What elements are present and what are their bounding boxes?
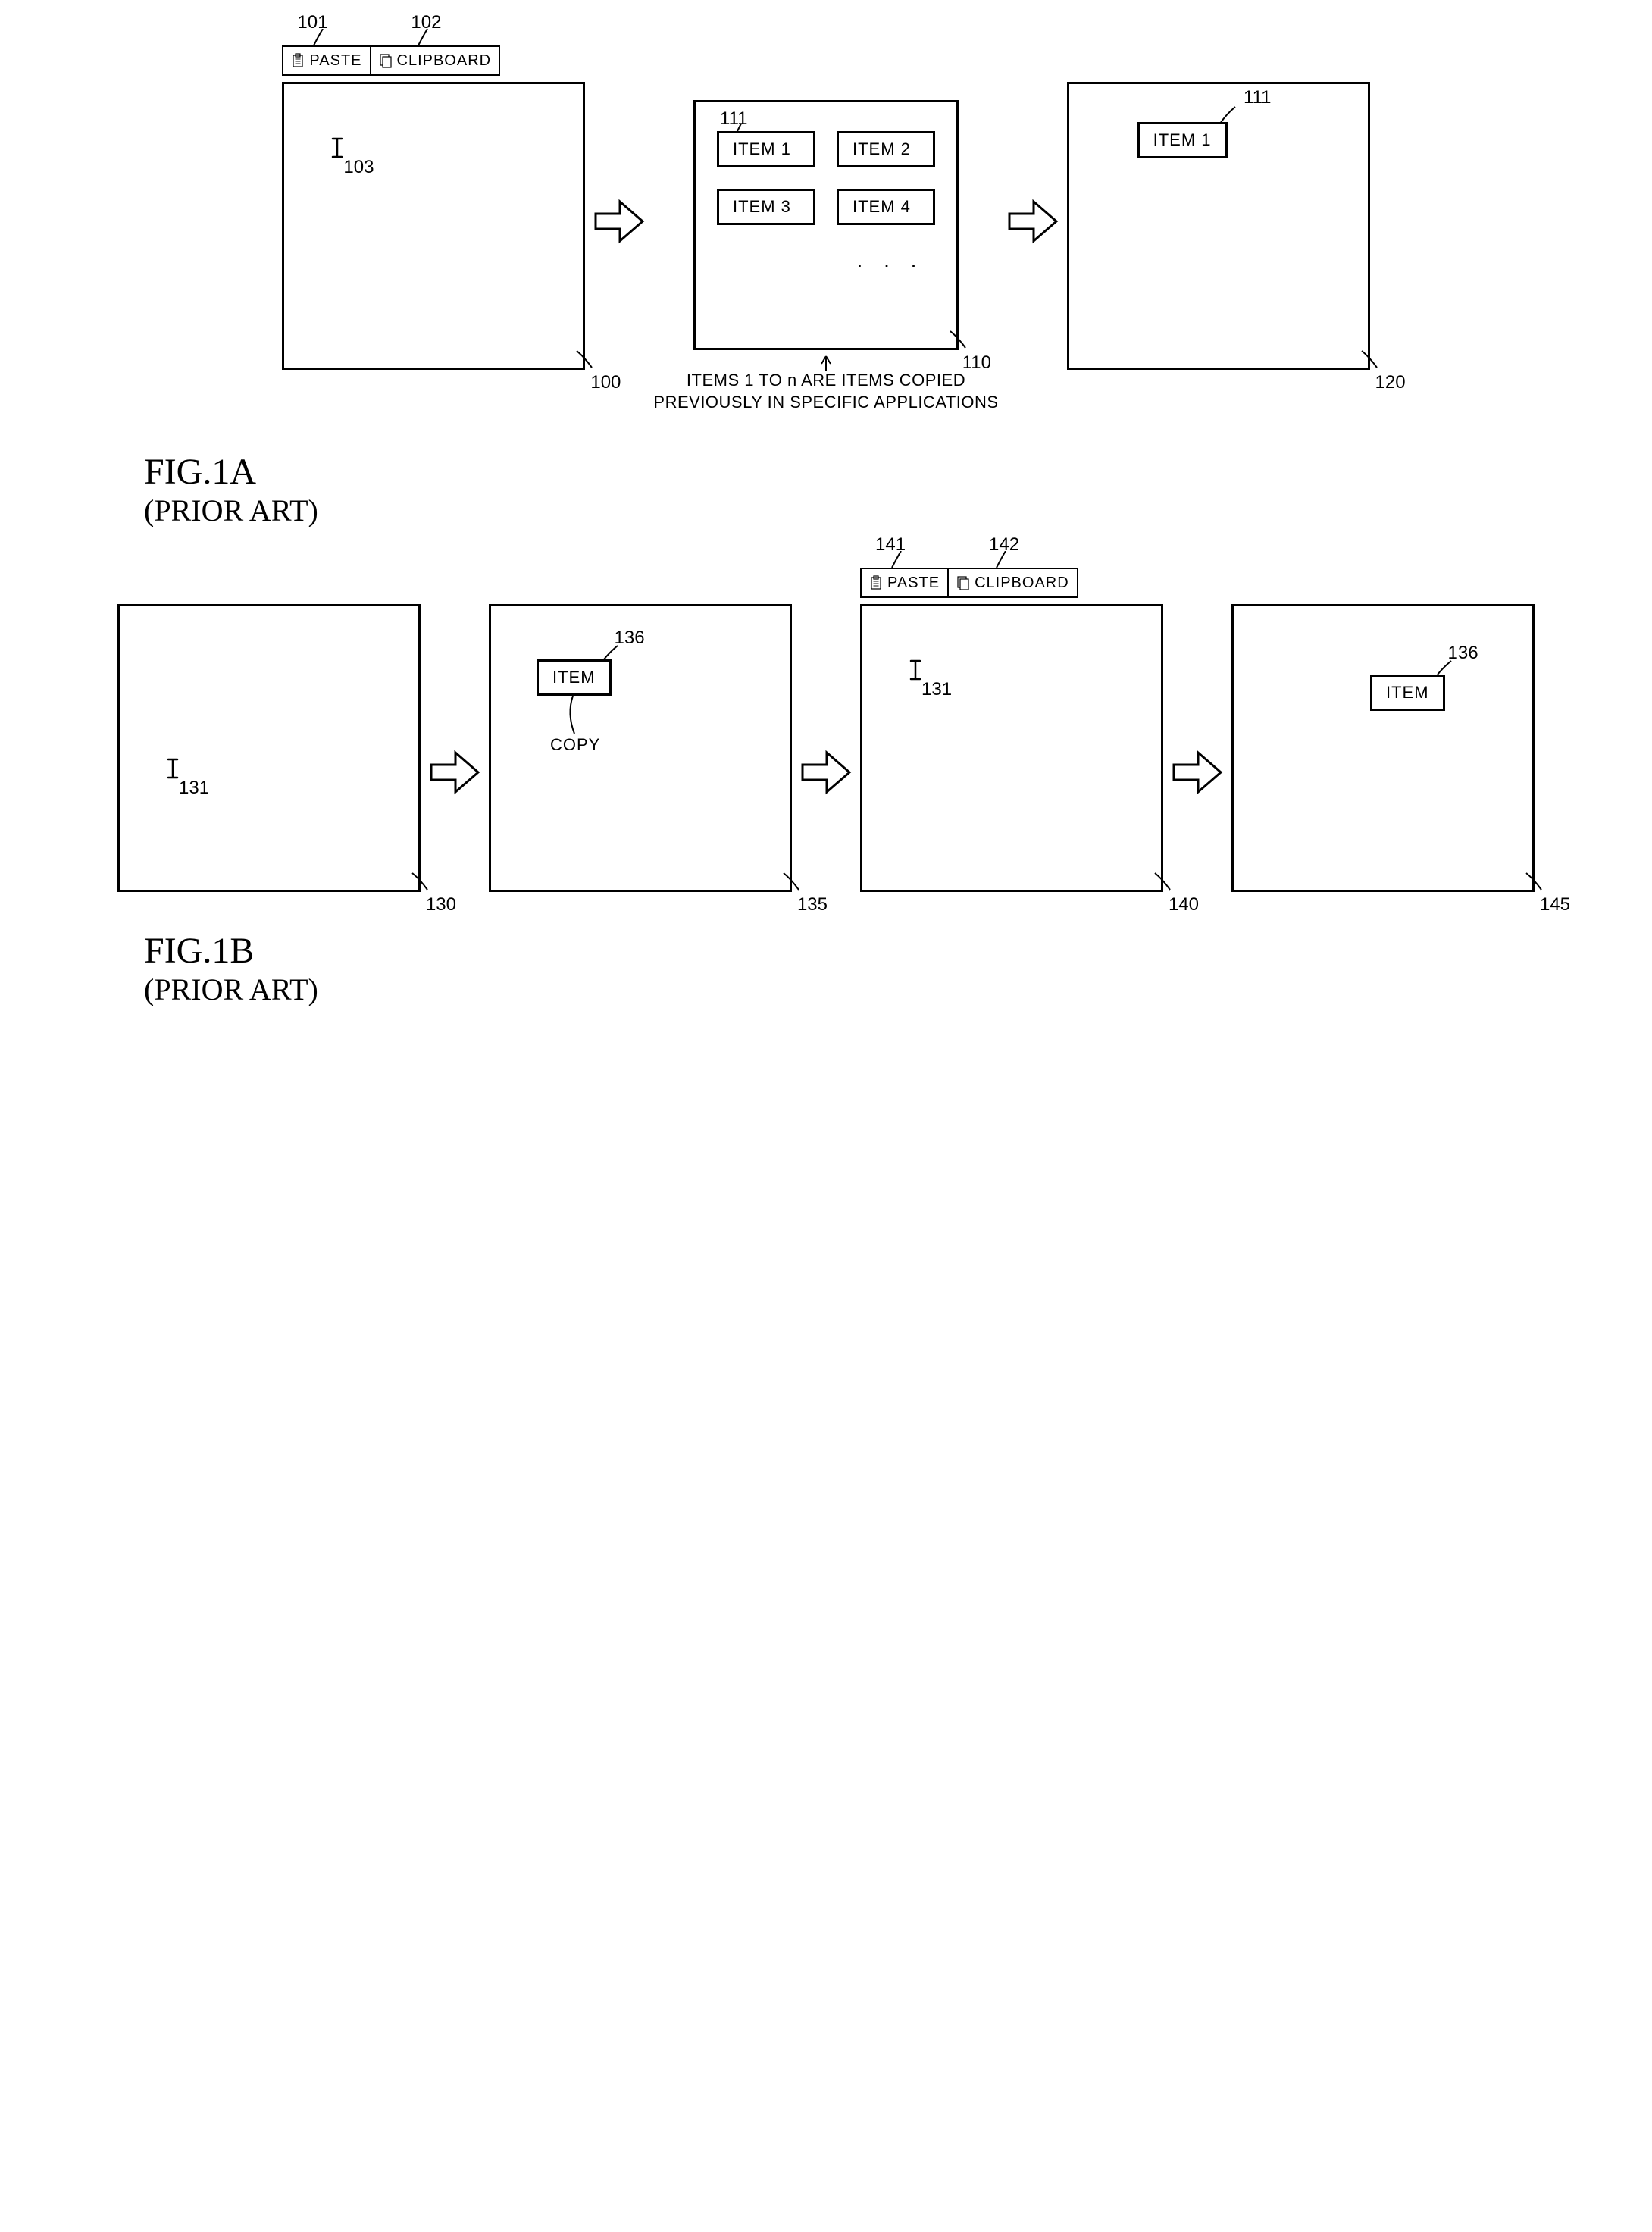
figure-sublabel: (PRIOR ART) — [144, 493, 1622, 528]
text-cursor-icon — [330, 137, 348, 158]
clipboard-box-110: 111 ITEM 1 ITEM 2 ITEM 3 ITEM 4 . . . 11… — [693, 100, 959, 350]
clipboard-item[interactable]: ITEM 2 — [837, 131, 935, 167]
leader-110 — [949, 330, 971, 351]
clipboard-menu-item[interactable]: CLIPBOARD — [949, 569, 1077, 596]
paste-menu-item[interactable]: PASTE — [862, 569, 947, 596]
leader-140 — [1153, 872, 1176, 893]
arrow-right-icon — [1006, 197, 1059, 246]
fig-a-step-2: 111 ITEM 1 ITEM 2 ITEM 3 ITEM 4 . . . 11… — [653, 45, 998, 413]
leader-141 — [890, 551, 913, 569]
figure-1b: 131 130 136 ITEM — [30, 604, 1622, 1007]
fig-b-step-4: 136 ITEM 145 — [1231, 604, 1535, 892]
paste-label: PASTE — [887, 574, 940, 592]
leader-136-b — [1436, 659, 1456, 676]
ref-100: 100 — [590, 372, 621, 393]
clipboard-icon — [956, 575, 970, 590]
result-box-145: 136 ITEM 145 — [1231, 604, 1535, 892]
ref-103: 103 — [343, 157, 374, 178]
leader-142 — [995, 551, 1018, 569]
leader-136-a — [602, 644, 622, 661]
context-menu: PASTE CLIPBOARD — [282, 45, 500, 76]
fig-a-row: 101 102 PASTE — [30, 45, 1622, 413]
context-menu: PASTE CLIPBOARD — [860, 568, 1078, 598]
leader-130 — [411, 872, 433, 893]
ref-130: 130 — [426, 894, 456, 916]
pasted-item: ITEM 1 — [1137, 122, 1228, 158]
clipboard-item[interactable]: ITEM 1 — [717, 131, 815, 167]
clipboard-label: CLIPBOARD — [397, 52, 492, 70]
arrow-right-icon — [799, 748, 853, 797]
figure-label: FIG.1B — [144, 930, 1622, 972]
arrow-b3 — [1163, 604, 1231, 797]
figure-sublabel: (PRIOR ART) — [144, 972, 1622, 1007]
ref-120: 120 — [1375, 372, 1406, 393]
ref-145: 145 — [1540, 894, 1570, 916]
ref-111-b: 111 — [1244, 87, 1271, 108]
clipboard-label: CLIPBOARD — [975, 574, 1069, 592]
caption-block: ITEMS 1 TO n ARE ITEMS COPIED PREVIOUSLY… — [653, 350, 998, 413]
fig-a-step-3: ITEM 1 111 120 — [1067, 45, 1370, 370]
leader-101 — [312, 29, 335, 47]
fig-b-row: 131 130 136 ITEM — [30, 604, 1622, 892]
paste-label: PASTE — [309, 52, 361, 70]
figure-1a: 101 102 PASTE — [30, 45, 1622, 528]
paste-menu-item[interactable]: PASTE — [283, 47, 369, 74]
leader-120 — [1360, 349, 1383, 371]
fig-b-label-block: FIG.1B (PRIOR ART) — [144, 930, 1622, 1007]
fig-a-step-1: 101 102 PASTE — [282, 45, 585, 370]
leader-135 — [782, 872, 805, 893]
editor-box-140: 131 140 — [860, 604, 1163, 892]
source-box-135: 136 ITEM COPY 135 — [489, 604, 792, 892]
clipboard-icon — [379, 53, 393, 68]
caption-line: ITEMS 1 TO n ARE ITEMS COPIED — [687, 371, 965, 390]
arrow-right-icon — [1171, 748, 1224, 797]
paste-icon — [869, 575, 883, 590]
clipboard-item[interactable]: ITEM 3 — [717, 189, 815, 225]
leader-102 — [417, 29, 440, 47]
clipboard-menu-item[interactable]: CLIPBOARD — [371, 47, 499, 74]
clipboard-item[interactable]: ITEM 4 — [837, 189, 935, 225]
ellipsis: . . . — [696, 248, 956, 272]
arrow-b2 — [792, 604, 860, 797]
leader-copy — [564, 694, 587, 737]
source-item[interactable]: ITEM — [537, 659, 612, 696]
editor-box-100: 103 100 — [282, 82, 585, 370]
leader-100 — [575, 349, 598, 371]
caption-text: ITEMS 1 TO n ARE ITEMS COPIED PREVIOUSLY… — [653, 370, 998, 413]
text-cursor-icon — [908, 659, 926, 681]
fig-b-step-2: 136 ITEM COPY 135 — [489, 604, 792, 892]
leader-111-b — [1219, 105, 1241, 125]
arrow-right-icon — [593, 197, 646, 246]
arrow-b1 — [421, 604, 489, 797]
text-cursor-icon — [165, 758, 183, 779]
editor-box-130: 131 130 — [117, 604, 421, 892]
paste-icon — [291, 53, 305, 68]
figure-label: FIG.1A — [144, 451, 1622, 493]
copy-label: COPY — [550, 735, 600, 755]
ref-131-a: 131 — [179, 778, 209, 799]
ref-131-b: 131 — [921, 679, 952, 700]
fig-b-step-3: 141 142 PASTE — [860, 568, 1163, 892]
fig-b-step-1: 131 130 — [117, 604, 421, 892]
arrow-right-icon — [428, 748, 481, 797]
caption-line: PREVIOUSLY IN SPECIFIC APPLICATIONS — [653, 393, 998, 412]
arrow-a2 — [999, 45, 1067, 246]
arrow-a1 — [585, 45, 653, 246]
ref-135: 135 — [797, 894, 828, 916]
arrow-up-icon — [820, 355, 832, 371]
pasted-item: ITEM — [1370, 675, 1445, 711]
leader-145 — [1525, 872, 1547, 893]
ref-140: 140 — [1169, 894, 1199, 916]
result-box-120: ITEM 1 111 120 — [1067, 82, 1370, 370]
fig-a-label-block: FIG.1A (PRIOR ART) — [144, 451, 1622, 528]
